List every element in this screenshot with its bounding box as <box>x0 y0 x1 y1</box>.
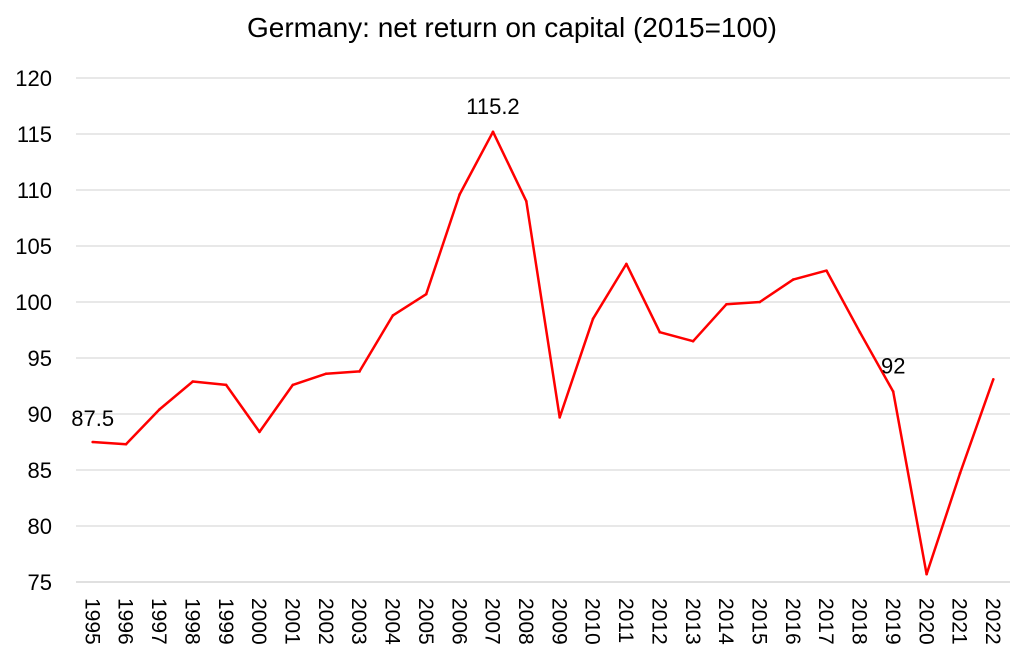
data-point <box>758 300 762 304</box>
y-tick-label: 85 <box>28 458 52 483</box>
data-point <box>158 408 161 411</box>
data-point <box>725 302 728 306</box>
x-tick-label: 2022 <box>981 598 1004 645</box>
data-point <box>558 416 561 419</box>
data-point <box>458 193 461 196</box>
data-point <box>191 380 195 383</box>
data-labels: 87.5 115.2 92 <box>71 94 905 431</box>
y-tick-label: 120 <box>15 66 52 91</box>
data-point <box>391 314 395 317</box>
series-line <box>92 130 995 576</box>
x-tick-label: 2010 <box>581 598 604 645</box>
y-tick-label: 80 <box>28 514 52 539</box>
y-tick-label: 95 <box>28 346 52 371</box>
x-tick-label: 2007 <box>481 598 504 645</box>
gridlines <box>76 77 1010 583</box>
series-line-group <box>91 130 995 576</box>
data-point <box>491 130 495 134</box>
x-tick-label: 1999 <box>214 598 237 645</box>
x-tick-label: 2004 <box>381 598 404 645</box>
x-tick-label: 2012 <box>647 598 670 645</box>
data-point <box>525 199 528 203</box>
data-point <box>224 383 228 387</box>
y-axis-ticks: 75 80 85 90 95 100 105 110 115 120 <box>15 66 52 595</box>
x-tick-label: 2013 <box>681 598 704 645</box>
data-point <box>658 330 662 334</box>
data-point <box>358 370 361 373</box>
data-point <box>258 430 261 434</box>
data-point <box>825 269 828 272</box>
x-tick-label: 2002 <box>314 598 337 645</box>
y-tick-label: 90 <box>28 402 52 427</box>
x-tick-label: 2008 <box>514 598 537 645</box>
x-tick-label: 2015 <box>747 598 770 645</box>
data-point <box>958 472 962 475</box>
data-point <box>591 317 595 321</box>
y-tick-label: 100 <box>15 290 52 315</box>
x-tick-label: 1997 <box>147 598 170 645</box>
data-point <box>124 442 128 446</box>
data-label: 115.2 <box>466 94 519 119</box>
x-tick-label: 1996 <box>114 598 137 645</box>
x-tick-label: 2009 <box>547 598 570 645</box>
x-tick-label: 2003 <box>347 598 370 645</box>
y-tick-label: 75 <box>28 570 52 595</box>
data-label: 87.5 <box>71 406 114 431</box>
y-tick-label: 105 <box>15 234 52 259</box>
data-point <box>891 390 895 393</box>
data-label: 92 <box>881 354 905 379</box>
x-tick-label: 2018 <box>848 598 871 645</box>
y-tick-label: 115 <box>17 122 52 147</box>
x-tick-label: 2006 <box>447 598 470 645</box>
x-tick-label: 2016 <box>781 598 804 645</box>
x-tick-label: 2021 <box>948 598 971 645</box>
x-tick-label: 2000 <box>247 598 270 645</box>
x-tick-label: 1995 <box>80 598 103 645</box>
data-point <box>424 292 428 296</box>
data-point <box>324 372 328 375</box>
x-tick-label: 2019 <box>881 598 904 645</box>
x-tick-label: 1998 <box>180 598 203 645</box>
data-point <box>691 339 695 343</box>
data-point <box>791 278 795 281</box>
x-tick-label: 2005 <box>414 598 437 645</box>
data-point <box>858 330 862 334</box>
data-point <box>291 383 295 387</box>
y-tick-label: 110 <box>17 178 52 203</box>
x-tick-label: 2017 <box>814 598 837 645</box>
data-point <box>925 572 928 576</box>
x-tick-label: 2011 <box>614 598 637 643</box>
x-tick-label: 2020 <box>914 598 937 645</box>
x-tick-label: 2001 <box>280 598 303 645</box>
data-point <box>992 377 995 381</box>
x-tick-label: 2014 <box>714 598 737 645</box>
x-axis-ticks: 1995 1996 1997 1998 1999 2000 2001 2002 2003 2004… <box>80 598 1004 645</box>
chart-title: Germany: net return on capital (2015=100… <box>247 12 777 43</box>
data-point <box>625 262 628 266</box>
data-point <box>91 440 94 444</box>
